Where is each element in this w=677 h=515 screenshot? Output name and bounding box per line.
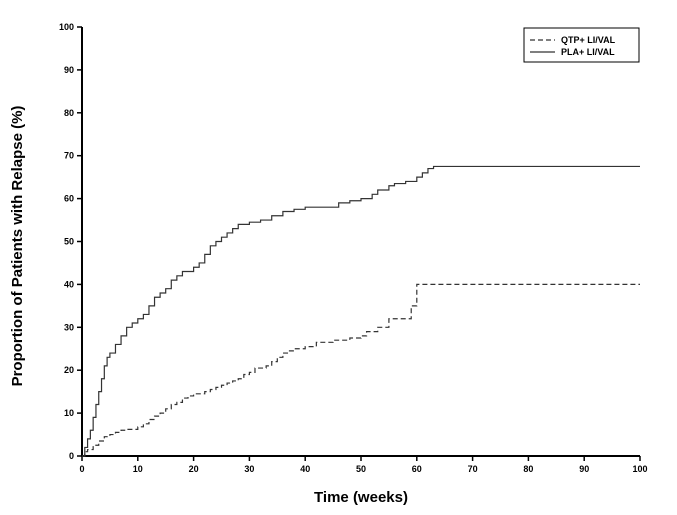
x-tick-label: 70 — [468, 464, 478, 474]
x-tick-label: 0 — [79, 464, 84, 474]
y-tick-label: 30 — [64, 322, 74, 332]
plot-area — [81, 27, 640, 457]
series-line-qtp — [82, 283, 640, 457]
x-tick-label: 30 — [244, 464, 254, 474]
x-tick-label: 100 — [632, 464, 647, 474]
x-tick-label: 60 — [412, 464, 422, 474]
x-tick-label: 80 — [523, 464, 533, 474]
y-axis-ticks: 0 10 20 30 40 50 60 70 80 90 100 — [59, 22, 82, 461]
y-tick-label: 100 — [59, 22, 74, 32]
legend: QTP+ LI/VAL PLA+ LI/VAL — [523, 27, 640, 63]
series-line-pla — [82, 165, 640, 457]
y-tick-label: 70 — [64, 151, 74, 161]
y-tick-label: 20 — [64, 365, 74, 375]
y-tick-label: 0 — [69, 451, 74, 461]
x-axis-ticks: 0 10 20 30 40 50 60 70 80 90 100 — [79, 456, 648, 474]
y-tick-label: 60 — [64, 194, 74, 204]
legend-label-qtp: QTP+ LI/VAL — [561, 35, 616, 45]
legend-label-pla: PLA+ LI/VAL — [561, 47, 615, 57]
x-tick-label: 20 — [189, 464, 199, 474]
x-tick-label: 40 — [300, 464, 310, 474]
x-tick-label: 10 — [133, 464, 143, 474]
y-tick-label: 10 — [64, 408, 74, 418]
y-tick-label: 40 — [64, 279, 74, 289]
x-axis-title: Time (weeks) — [314, 489, 408, 506]
y-tick-label: 90 — [64, 65, 74, 75]
series-layer — [82, 165, 640, 457]
y-axis-title: Proportion of Patients with Relapse (%) — [9, 106, 26, 387]
legend-box — [523, 27, 640, 63]
y-tick-label: 50 — [64, 237, 74, 247]
y-tick-label: 80 — [64, 108, 74, 118]
x-tick-label: 90 — [579, 464, 589, 474]
x-tick-label: 50 — [356, 464, 366, 474]
